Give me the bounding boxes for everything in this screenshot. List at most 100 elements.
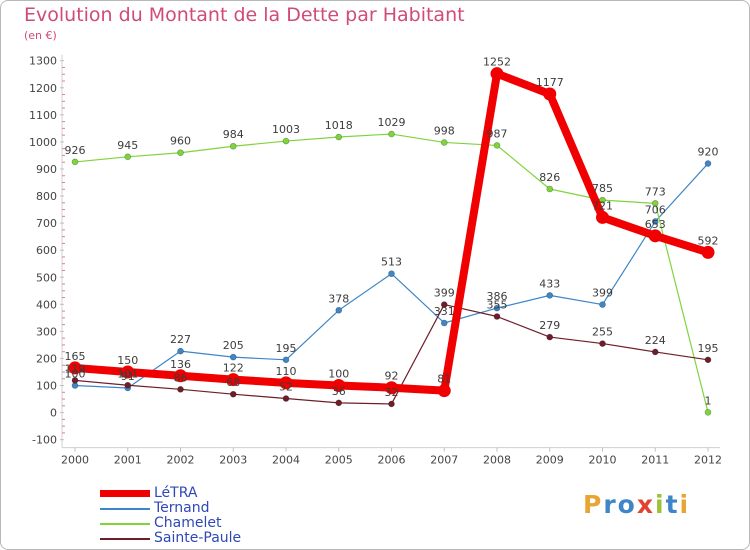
- data-label: 378: [328, 292, 349, 305]
- data-label: 355: [487, 299, 508, 312]
- x-tick-label: 2008: [483, 454, 511, 467]
- data-point: [437, 384, 451, 398]
- data-point: [599, 196, 606, 204]
- data-point: [71, 377, 79, 384]
- y-tick-label: 500: [36, 271, 57, 284]
- data-label: 110: [276, 365, 297, 378]
- data-label: 195: [698, 342, 719, 355]
- data-point: [124, 381, 132, 389]
- legend-label: LéTRA: [154, 485, 198, 501]
- data-label: 987: [487, 127, 508, 140]
- data-point: [388, 270, 395, 278]
- data-point: [440, 301, 448, 308]
- y-tick-label: 700: [36, 217, 57, 230]
- data-label: 86: [174, 371, 188, 384]
- data-point: [388, 130, 395, 138]
- chart-subtitle: (en €): [24, 29, 57, 42]
- data-label: 122: [223, 362, 244, 375]
- data-point: [704, 356, 712, 364]
- data-label: 433: [539, 277, 560, 290]
- data-point: [704, 409, 712, 416]
- data-point: [229, 390, 237, 398]
- x-tick-label: 2011: [641, 454, 669, 467]
- logo-letter: i: [679, 490, 691, 519]
- y-tick-label: 600: [36, 244, 57, 257]
- data-label: 165: [65, 350, 86, 363]
- logo-letter: x: [636, 490, 655, 519]
- data-label: 279: [539, 319, 560, 332]
- data-label: 100: [328, 368, 349, 381]
- data-point: [335, 133, 343, 141]
- y-tick-label: 300: [36, 325, 57, 338]
- data-label: 136: [170, 358, 191, 371]
- data-point: [546, 292, 554, 299]
- logo-letter: r: [603, 490, 618, 519]
- data-point: [226, 373, 240, 387]
- y-tick-label: 900: [36, 163, 57, 176]
- data-point: [490, 67, 504, 81]
- data-label: 92: [385, 370, 399, 383]
- x-tick-label: 2012: [694, 454, 722, 467]
- data-label: 785: [592, 182, 613, 195]
- data-point: [279, 376, 293, 390]
- legend-label: Chamelet: [154, 515, 222, 531]
- data-point: [493, 142, 501, 149]
- data-label: 119: [65, 362, 86, 375]
- data-point: [68, 361, 82, 375]
- data-point: [385, 381, 398, 395]
- x-tick-label: 2000: [61, 454, 89, 467]
- data-point: [599, 340, 606, 347]
- data-point: [599, 301, 606, 308]
- data-label: 227: [170, 333, 191, 346]
- data-label: 998: [434, 124, 455, 137]
- data-point: [546, 333, 554, 341]
- data-point: [229, 142, 237, 150]
- data-point: [493, 304, 501, 312]
- data-point: [121, 365, 135, 379]
- y-tick-label: 200: [36, 352, 57, 365]
- data-point: [177, 386, 184, 393]
- x-tick-label: 2004: [272, 454, 300, 467]
- data-point: [282, 137, 290, 145]
- legend-swatch: [100, 490, 150, 497]
- data-point: [651, 218, 659, 225]
- data-label: 68: [226, 376, 240, 389]
- data-point: [177, 347, 184, 355]
- data-label: 826: [539, 171, 560, 184]
- data-label: 399: [434, 287, 455, 300]
- data-point: [543, 87, 557, 101]
- y-tick-label: 1300: [29, 55, 57, 68]
- data-label: 32: [385, 386, 399, 399]
- data-label: 1177: [536, 76, 564, 89]
- data-point: [546, 185, 554, 193]
- x-tick-label: 2009: [536, 454, 564, 467]
- data-label: 592: [698, 234, 719, 247]
- data-label: 91: [121, 370, 135, 383]
- y-tick-label: 100: [36, 380, 57, 393]
- data-label: 331: [434, 305, 455, 318]
- data-label: 984: [223, 128, 244, 141]
- legend-swatch: [100, 523, 150, 525]
- data-point: [229, 353, 237, 361]
- data-label: 224: [645, 334, 666, 347]
- data-label: 255: [592, 326, 613, 339]
- y-tick-label: 400: [36, 298, 57, 311]
- legend-label: Ternand: [154, 500, 210, 516]
- data-point: [282, 395, 290, 402]
- data-label: 81: [437, 373, 451, 386]
- data-label: 706: [645, 203, 666, 216]
- data-label: 721: [592, 199, 613, 212]
- data-point: [704, 160, 712, 167]
- data-label: 36: [332, 385, 346, 398]
- x-tick-label: 2007: [430, 454, 458, 467]
- data-label: 195: [276, 342, 297, 355]
- data-point: [493, 313, 501, 320]
- data-label: 150: [117, 354, 138, 367]
- data-label: 1252: [483, 56, 511, 69]
- data-label: 920: [698, 146, 719, 159]
- data-label: 1018: [325, 119, 353, 132]
- x-tick-label: 2010: [589, 454, 617, 467]
- y-tick-label: 1100: [29, 109, 57, 122]
- y-tick-label: 1200: [29, 82, 57, 95]
